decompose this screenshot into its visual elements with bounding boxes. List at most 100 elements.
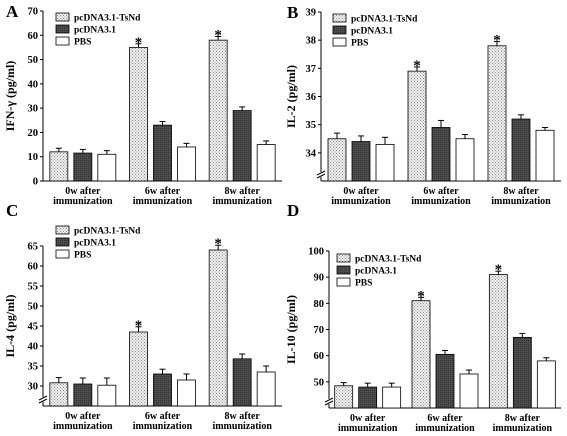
bar bbox=[327, 138, 347, 182]
bar bbox=[177, 146, 196, 182]
legend-swatch bbox=[55, 225, 70, 235]
y-tick-label: 34 bbox=[306, 148, 317, 159]
legend-swatch bbox=[55, 24, 70, 34]
significance-star: * bbox=[417, 288, 425, 304]
category-label: immunization bbox=[212, 196, 272, 207]
legend-swatch bbox=[332, 37, 347, 47]
axis-break-mark bbox=[324, 397, 334, 403]
legend-label: pcDNA3.1 bbox=[74, 26, 116, 36]
legend-label: pcDNA3.1 bbox=[351, 27, 393, 37]
legend: pcDNA3.1-TsNd pcDNA3.1 PBS bbox=[332, 13, 418, 49]
bar bbox=[455, 138, 475, 182]
axis-break-mark bbox=[324, 400, 334, 406]
bar bbox=[487, 45, 507, 182]
legend: pcDNA3.1-TsNd pcDNA3.1 PBS bbox=[55, 225, 141, 261]
y-tick-label: 65 bbox=[28, 242, 39, 253]
axis-break-gap bbox=[317, 172, 325, 177]
bar bbox=[407, 70, 427, 182]
bar bbox=[73, 383, 93, 407]
panel-label: B bbox=[287, 3, 298, 22]
y-tick-label: 90 bbox=[314, 273, 325, 284]
bar bbox=[351, 141, 371, 182]
category-label: 0w after bbox=[65, 411, 101, 422]
bar bbox=[153, 124, 172, 182]
legend-swatch bbox=[336, 277, 351, 287]
category-label: 0w after bbox=[350, 413, 386, 424]
y-tick-label: 50 bbox=[28, 55, 39, 66]
y-tick-label: 100 bbox=[308, 247, 324, 258]
y-tick-label: 30 bbox=[28, 382, 39, 393]
axis-break-gap bbox=[39, 397, 47, 402]
category-label: 8w after bbox=[225, 411, 261, 422]
bar bbox=[375, 143, 395, 182]
bar bbox=[435, 353, 455, 409]
y-tick-label: 70 bbox=[28, 7, 39, 18]
category-label: 6w after bbox=[427, 413, 463, 424]
category-label: immunization bbox=[338, 423, 398, 434]
bar bbox=[129, 331, 148, 407]
y-tick-label: 60 bbox=[28, 262, 39, 273]
panel-label: D bbox=[287, 201, 299, 220]
y-tick-label: 35 bbox=[28, 362, 39, 373]
y-tick-label: 40 bbox=[28, 79, 39, 90]
significance-star: * bbox=[493, 33, 501, 49]
category-label: immunization bbox=[491, 196, 551, 207]
y-tick-label: 10 bbox=[28, 152, 39, 163]
bar bbox=[256, 144, 276, 182]
y-tick-label: 45 bbox=[28, 322, 39, 333]
legend-swatch bbox=[336, 253, 351, 263]
bar bbox=[459, 373, 479, 409]
bar bbox=[334, 385, 354, 409]
category-label: immunization bbox=[411, 196, 471, 207]
bar bbox=[129, 47, 148, 182]
category-label: immunization bbox=[331, 196, 391, 207]
bar bbox=[177, 379, 196, 407]
panel-label: C bbox=[6, 201, 18, 220]
category-label: immunization bbox=[133, 421, 193, 432]
category-label: 0w after bbox=[65, 186, 101, 197]
bar bbox=[97, 153, 117, 182]
significance-star: * bbox=[413, 58, 421, 74]
legend-label: PBS bbox=[74, 38, 91, 48]
y-axis-label: IL-4 (pg/ml) bbox=[3, 294, 17, 357]
bar bbox=[488, 274, 508, 409]
significance-star: * bbox=[135, 35, 143, 51]
category-label: immunization bbox=[53, 421, 113, 432]
legend-label: pcDNA3.1 bbox=[74, 239, 116, 249]
legend: pcDNA3.1-TsNd pcDNA3.1 PBS bbox=[55, 12, 141, 48]
bar bbox=[256, 371, 276, 407]
bar bbox=[153, 373, 172, 407]
legend: pcDNA3.1-TsNd pcDNA3.1 PBS bbox=[336, 253, 422, 289]
bar bbox=[411, 300, 431, 409]
legend-swatch bbox=[55, 237, 70, 247]
y-axis-label: IL-2 (pg/ml) bbox=[284, 65, 298, 128]
bar bbox=[49, 151, 69, 182]
y-tick-label: 50 bbox=[314, 377, 325, 388]
y-tick-label: 80 bbox=[314, 299, 325, 310]
y-tick-label: 20 bbox=[28, 128, 39, 139]
legend-label: PBS bbox=[74, 251, 91, 261]
axis-break-mark bbox=[38, 398, 48, 404]
y-tick-label: 0 bbox=[33, 177, 38, 188]
category-label: immunization bbox=[133, 196, 193, 207]
y-tick-label: 35 bbox=[306, 120, 317, 131]
y-tick-label: 37 bbox=[306, 64, 317, 75]
legend-swatch bbox=[336, 265, 351, 275]
legend-label: pcDNA3.1-TsNd bbox=[355, 255, 422, 265]
axis-break-mark bbox=[316, 170, 326, 176]
y-tick-label: 40 bbox=[28, 342, 39, 353]
axis-break-gap bbox=[325, 399, 333, 404]
bar bbox=[431, 127, 451, 182]
legend-label: pcDNA3.1-TsNd bbox=[74, 227, 141, 237]
category-label: immunization bbox=[493, 423, 553, 434]
y-tick-label: 38 bbox=[306, 36, 317, 47]
bar bbox=[49, 382, 69, 407]
bar bbox=[382, 386, 402, 409]
bar bbox=[208, 39, 228, 182]
category-label: 8w after bbox=[505, 413, 541, 424]
legend-swatch bbox=[55, 249, 70, 259]
y-axis-label: IFN-γ (pg/ml) bbox=[3, 61, 17, 132]
